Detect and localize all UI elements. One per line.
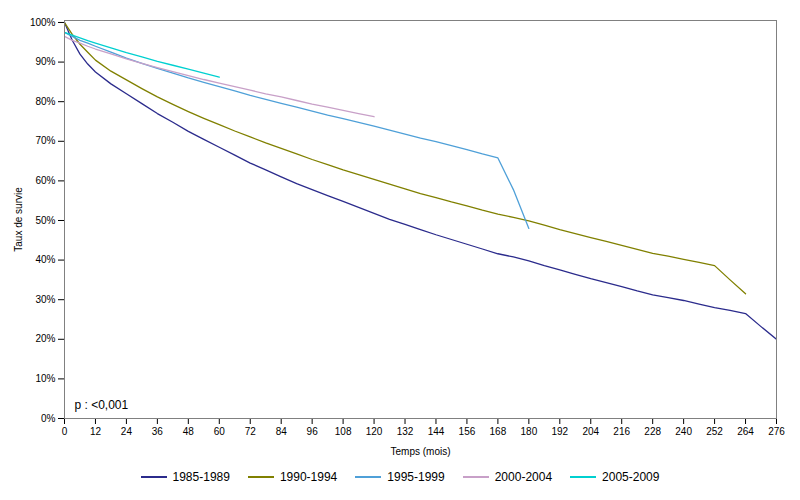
svg-text:240: 240: [675, 426, 692, 437]
svg-text:108: 108: [335, 426, 352, 437]
svg-text:96: 96: [307, 426, 319, 437]
svg-text:156: 156: [459, 426, 476, 437]
svg-text:30%: 30%: [35, 294, 55, 305]
svg-text:264: 264: [737, 426, 754, 437]
svg-text:60: 60: [214, 426, 226, 437]
svg-text:192: 192: [551, 426, 568, 437]
svg-text:120: 120: [366, 426, 383, 437]
svg-text:48: 48: [183, 426, 195, 437]
svg-text:90%: 90%: [35, 56, 55, 67]
html-text:2000-2004: 2000-2004: [494, 470, 553, 484]
html-text:1995-1999: 1995-1999: [387, 470, 445, 484]
svg-text:168: 168: [490, 426, 507, 437]
svg-text:80%: 80%: [35, 96, 55, 107]
svg-text:40%: 40%: [35, 254, 55, 265]
svg-text:84: 84: [276, 426, 288, 437]
svg-text:20%: 20%: [35, 333, 55, 344]
svg-text:50%: 50%: [35, 215, 55, 226]
svg-text:132: 132: [397, 426, 414, 437]
svg-text:180: 180: [521, 426, 538, 437]
svg-text:72: 72: [245, 426, 257, 437]
svg-text:Temps (mois): Temps (mois): [390, 446, 450, 457]
svg-text:10%: 10%: [35, 373, 55, 384]
svg-text:p : <0,001: p : <0,001: [75, 398, 129, 412]
svg-text:228: 228: [644, 426, 661, 437]
svg-text:100%: 100%: [30, 17, 56, 28]
svg-text:0: 0: [62, 426, 68, 437]
svg-text:24: 24: [121, 426, 133, 437]
svg-text:60%: 60%: [35, 175, 55, 186]
svg-text:12: 12: [90, 426, 102, 437]
svg-text:276: 276: [768, 426, 785, 437]
svg-text:216: 216: [613, 426, 630, 437]
svg-text:204: 204: [582, 426, 599, 437]
html-text:2005-2009: 2005-2009: [602, 470, 660, 484]
html-text:1990-1994: 1990-1994: [279, 470, 338, 484]
svg-text:Taux de survie: Taux de survie: [13, 187, 24, 252]
html-text:1985-1989: 1985-1989: [172, 470, 230, 484]
svg-text:70%: 70%: [35, 135, 55, 146]
svg-text:252: 252: [706, 426, 723, 437]
svg-text:144: 144: [428, 426, 445, 437]
svg-text:0%: 0%: [41, 413, 56, 424]
svg-text:36: 36: [152, 426, 164, 437]
